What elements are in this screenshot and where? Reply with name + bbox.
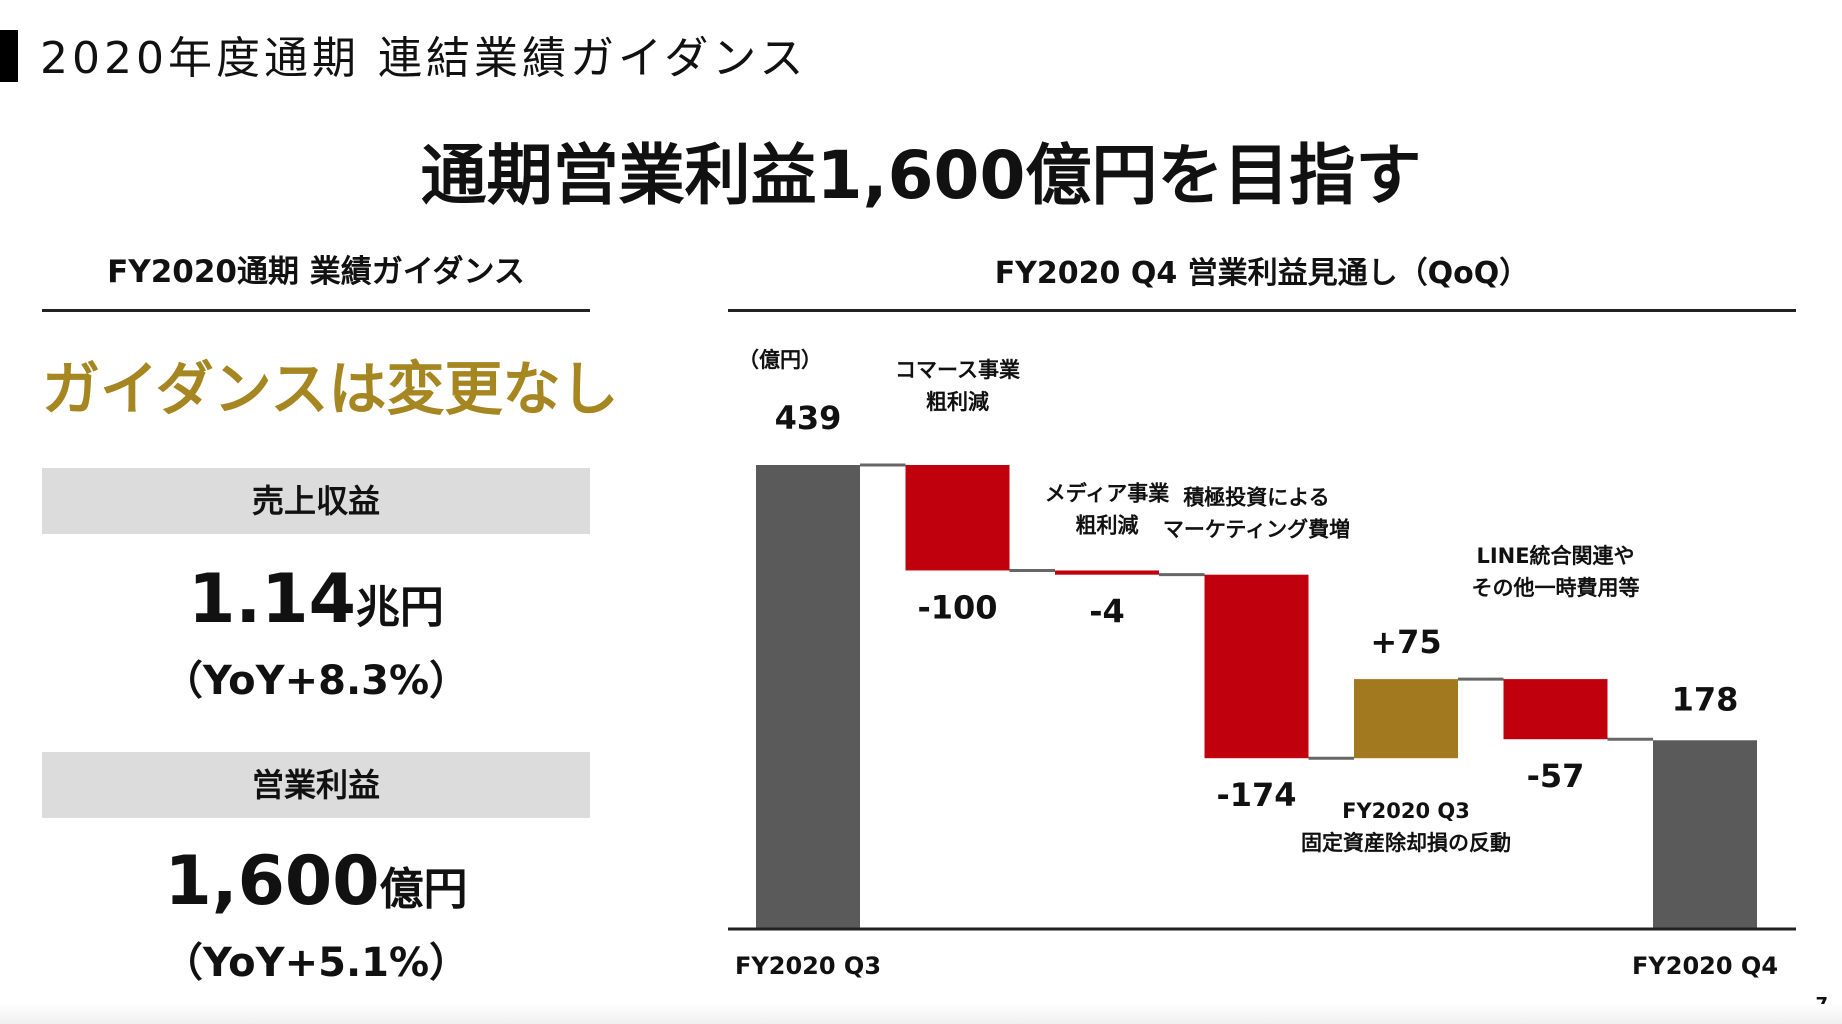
waterfall-value-label: 439 <box>775 399 842 437</box>
waterfall-annotation: LINE統合関連や <box>1476 544 1634 568</box>
waterfall-decrease-bar <box>1503 679 1608 740</box>
waterfall-value-label: +75 <box>1370 623 1441 661</box>
revenue-value: 1.14兆円 <box>42 560 590 639</box>
slide-headline: 通期営業利益1,600億円を目指す <box>420 137 1422 214</box>
waterfall-annotation: 固定資産除却損の反動 <box>1301 831 1511 855</box>
waterfall-annotation: マーケティング費増 <box>1163 518 1350 542</box>
guidance-unchanged-note: ガイダンスは変更なし <box>42 355 619 423</box>
waterfall-value-label: -100 <box>917 588 997 626</box>
waterfall-annotation: メディア事業 <box>1045 481 1171 505</box>
chart-unit-label: （億円） <box>738 348 822 372</box>
waterfall-increase-bar <box>1354 679 1458 759</box>
waterfall-annotation: コマース事業 <box>895 358 1021 382</box>
waterfall-total-bar <box>756 465 860 928</box>
waterfall-value-label: 178 <box>1672 680 1739 718</box>
operating-profit-yoy: （YoY+5.1%） <box>162 940 470 986</box>
waterfall-value-label: -4 <box>1089 593 1125 631</box>
waterfall-value-label: -57 <box>1527 757 1585 795</box>
revenue-unit: 兆円 <box>355 582 444 633</box>
waterfall-annotation: その他一時費用等 <box>1472 576 1640 600</box>
guidance-heading: FY2020通期 業績ガイダンス <box>107 254 525 290</box>
x-tick-label: FY2020 Q3 <box>735 952 881 980</box>
x-tick-label: FY2020 Q4 <box>1632 952 1778 980</box>
waterfall-value-label: -174 <box>1216 776 1296 814</box>
waterfall-decrease-bar <box>905 465 1010 571</box>
waterfall-heading-rule <box>728 309 1796 312</box>
slide-section-title: 2020年度通期 連結業績ガイダンス <box>40 33 808 84</box>
waterfall-annotation: 粗利減 <box>1076 513 1139 537</box>
operating-profit-number: 1,600 <box>164 842 380 921</box>
revenue-number: 1.14 <box>188 560 356 639</box>
operating-profit-value: 1,600億円 <box>42 842 590 921</box>
waterfall-annotation: 粗利減 <box>926 390 989 414</box>
operating-profit-label-box: 営業利益 <box>42 752 590 818</box>
guidance-heading-rule <box>42 309 590 312</box>
waterfall-annotation: FY2020 Q3 <box>1342 799 1470 823</box>
revenue-yoy: （YoY+8.3%） <box>162 658 470 704</box>
waterfall-decrease-bar <box>1204 574 1309 759</box>
waterfall-decrease-bar <box>1055 570 1159 575</box>
waterfall-total-bar <box>1653 740 1757 928</box>
revenue-label-box: 売上収益 <box>42 468 590 534</box>
bottom-edge-shadow <box>0 1004 1842 1024</box>
waterfall-heading: FY2020 Q4 営業利益見通し（QoQ） <box>994 256 1530 291</box>
waterfall-annotation: 積極投資による <box>1183 486 1329 510</box>
header-accent-bar <box>0 30 18 82</box>
operating-profit-unit: 億円 <box>379 864 468 915</box>
